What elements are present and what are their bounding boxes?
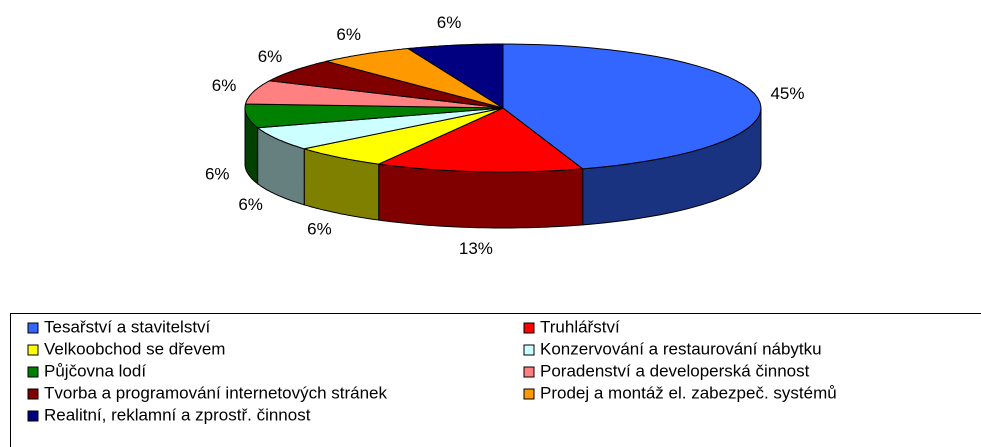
legend-label: Půjčovna lodí — [44, 361, 146, 380]
data-label: 45% — [770, 84, 804, 103]
data-label: 13% — [459, 239, 493, 258]
data-label: 6% — [437, 13, 462, 32]
legend-label: Poradenství a developerská činnost — [540, 361, 810, 380]
data-label: 6% — [212, 76, 237, 95]
legend-swatch — [27, 388, 39, 400]
data-label: 6% — [205, 164, 230, 183]
slice — [244, 80, 504, 109]
data-label: 6% — [336, 25, 361, 44]
legend-swatch — [27, 410, 39, 422]
slice — [244, 103, 504, 129]
legend-swatch — [523, 388, 535, 400]
legend-swatch — [523, 322, 535, 334]
slice — [376, 107, 585, 173]
legend-label: Realitní, reklamní a zprostř. činnost — [44, 405, 311, 424]
legend-label: Velkoobchod se dřevem — [44, 339, 225, 358]
slice — [326, 47, 504, 109]
data-label: 6% — [238, 195, 263, 214]
slice — [304, 107, 504, 165]
legend-label: Truhlářství — [540, 317, 620, 336]
legend-box — [10, 313, 981, 447]
data-label: 6% — [307, 220, 332, 239]
legend-label: Prodej a montáž el. zabezpeč. systémů — [540, 383, 837, 402]
legend-swatch — [27, 322, 39, 334]
slice — [256, 107, 504, 150]
data-label: 6% — [258, 47, 283, 66]
slice-side — [377, 163, 584, 229]
legend-label: Konzervování a restaurování nábytku — [540, 339, 822, 358]
legend-label: Tesařství a stavitelství — [44, 317, 211, 336]
slice — [406, 43, 504, 109]
legend-swatch — [523, 366, 535, 378]
slice — [268, 60, 504, 109]
legend-label: Tvorba a programování internetových strá… — [44, 383, 388, 402]
legend-swatch — [27, 366, 39, 378]
legend-swatch — [523, 344, 535, 356]
legend-swatch — [27, 344, 39, 356]
slice — [502, 43, 762, 170]
